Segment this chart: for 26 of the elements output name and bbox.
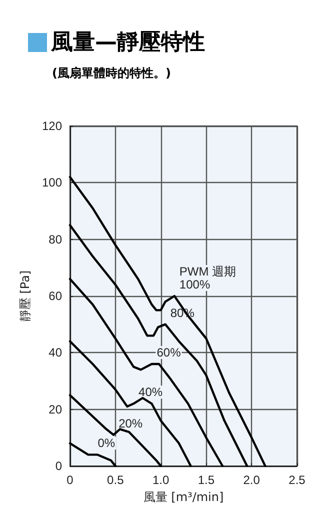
x-axis-title: 風量 [m³/min] [143,490,224,504]
annotation: PWM 週期 100% [179,264,236,292]
chart-subtitle: (風扇單體時的特性。) [52,65,171,82]
y-tick-label: 120 [42,119,62,133]
x-tick-label: 0.5 [107,473,124,487]
y-tick-label: 60 [48,289,62,303]
y-tick-label: 100 [42,176,62,190]
x-tick-label: 1.0 [152,473,170,487]
annotation: 60% [156,346,182,360]
y-tick-label: 20 [48,402,62,416]
x-tick-label: 2.5 [288,473,306,487]
x-tick-label: 1.5 [198,473,215,487]
annotation: 0% [98,436,116,450]
y-axis-title: 靜壓 [Pa] [18,270,32,322]
line-series [68,224,248,468]
line-series [68,278,224,468]
x-tick-label: 2.0 [243,473,260,487]
annotation: 40% [138,385,163,400]
y-tick-label: 40 [48,346,62,360]
y-tick-label: 80 [48,232,62,246]
y-tick-label: 0 [55,459,62,473]
line-series [68,340,192,468]
x-tick-label: 0 [66,473,74,487]
chart-title: 風量—靜壓特性 [51,29,205,57]
annotation: 20% [118,416,143,430]
line-series [68,176,266,468]
